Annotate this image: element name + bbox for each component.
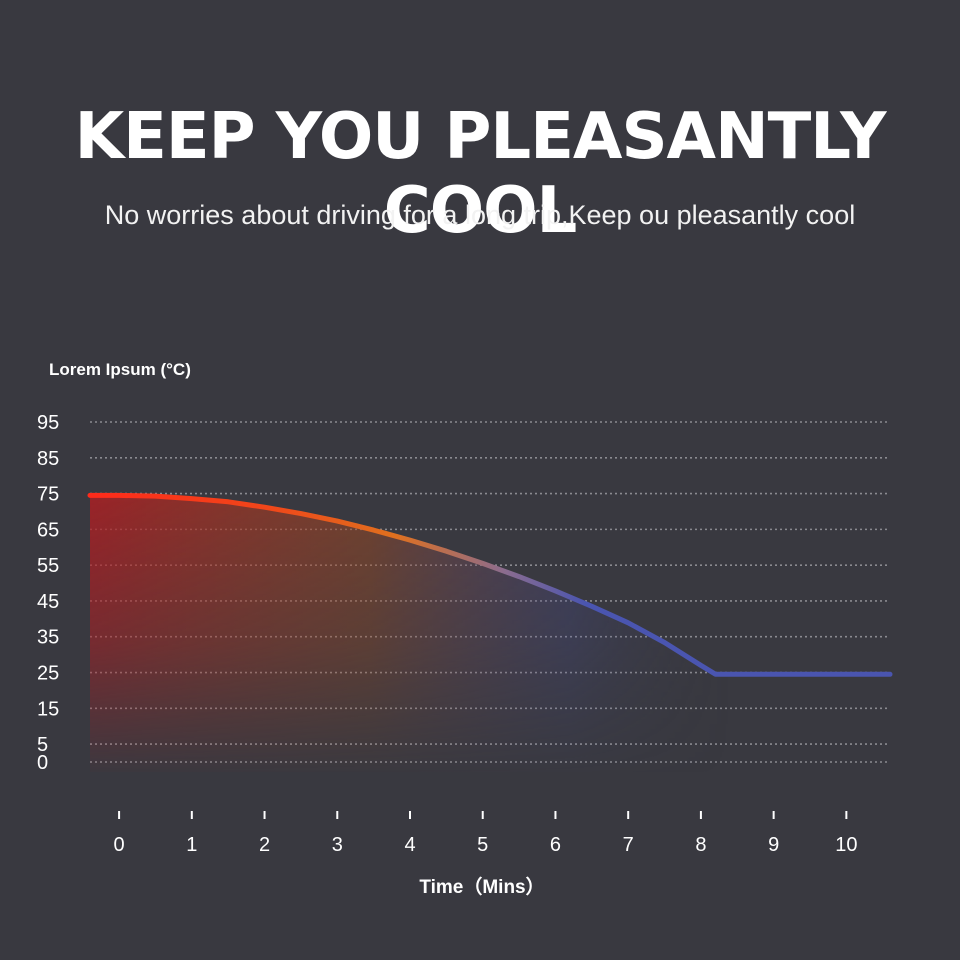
- y-tick-label: 95: [37, 412, 59, 434]
- temperature-area: [90, 495, 890, 772]
- y-tick-label: 0: [37, 752, 48, 774]
- x-tick-label: 3: [332, 834, 343, 856]
- y-tick-label: 75: [37, 484, 59, 506]
- page-title: KEEP YOU PLEASANTLY COOL: [74, 100, 887, 248]
- x-tick-labels: 0 1 2 3 4 5 6 7 8 9 10: [114, 811, 857, 856]
- temperature-line: [87, 492, 893, 677]
- x-tick-label: 0: [114, 834, 125, 856]
- y-tick-label: 85: [37, 448, 59, 470]
- x-tick-label: 6: [550, 834, 561, 856]
- y-tick-labels: 95 85 75 65 55 45 35 25 15 50: [37, 412, 59, 774]
- x-tick-label: 5: [477, 834, 488, 856]
- y-tick-label: 45: [37, 591, 59, 613]
- x-tick-label: 9: [768, 834, 779, 856]
- y-tick-label: 55: [37, 555, 59, 577]
- y-axis-label: Lorem Ipsum (°C): [49, 360, 191, 379]
- y-tick-label: 35: [37, 627, 59, 649]
- page-subtitle: No worries about driving for a long trip…: [104, 200, 856, 230]
- x-tick-label: 7: [623, 834, 634, 856]
- x-tick-label: 8: [695, 834, 706, 856]
- x-tick-label: 4: [404, 834, 415, 856]
- y-tick-label: 5: [37, 734, 48, 756]
- x-tick-label: 1: [186, 834, 197, 856]
- y-tick-label: 25: [37, 663, 59, 685]
- x-tick-label: 2: [259, 834, 270, 856]
- y-tick-label: 15: [37, 698, 59, 720]
- y-tick-label: 65: [37, 519, 59, 541]
- x-tick-label: 10: [835, 834, 857, 856]
- x-axis-label: Time（Mins）: [419, 875, 544, 898]
